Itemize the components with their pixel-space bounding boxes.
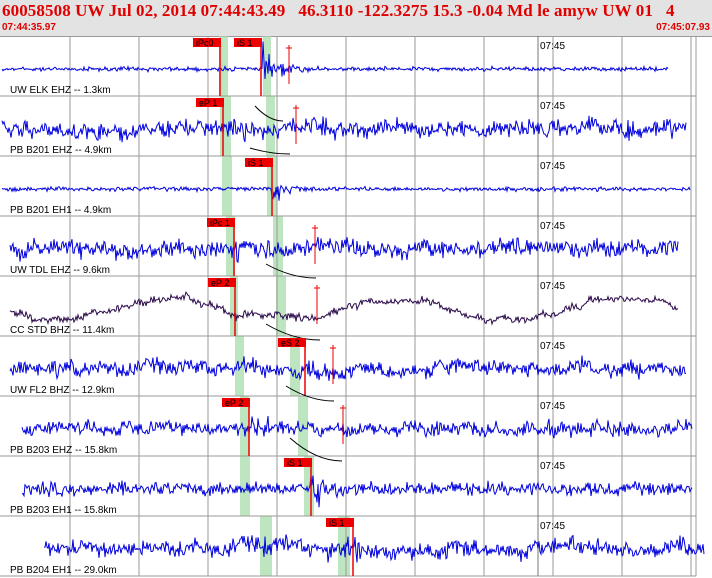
waveform-trace <box>43 534 705 563</box>
pick-label: eP 2 <box>211 278 229 288</box>
theoretical-arrival-curve <box>285 385 335 402</box>
pick-window <box>266 96 275 156</box>
pick-marker[interactable] <box>234 38 262 47</box>
minute-label: 07:45 <box>540 161 565 172</box>
station-label: PB B204 EH1 -- 29.0km <box>10 565 117 576</box>
pick-window <box>276 276 286 336</box>
station-label: PB B203 EHZ -- 15.8km <box>10 445 117 456</box>
station-label: PB B203 EH1 -- 15.8km <box>10 505 117 516</box>
minute-label: 07:45 <box>540 221 565 232</box>
station-label: UW TDL EHZ -- 9.6km <box>10 265 110 276</box>
waveform-trace <box>1 115 687 143</box>
waveform-trace <box>9 237 679 264</box>
waveform-trace <box>9 291 679 326</box>
pick-label: iPc 1 <box>210 218 230 228</box>
station-label: UW FL2 BHZ -- 12.9km <box>10 385 114 396</box>
pick-marker[interactable] <box>278 338 306 347</box>
pick-window <box>304 456 314 516</box>
station-label: CC STD BHZ -- 11.4km <box>10 325 114 336</box>
waveform-trace <box>21 415 693 439</box>
window-start-time: 07:44:35.97 <box>2 22 56 33</box>
pick-label: eS 2 <box>281 338 300 348</box>
pick-label: eP 1 <box>199 98 217 108</box>
pick-window <box>222 156 232 216</box>
pick-window <box>240 456 250 516</box>
theoretical-arrival-curve <box>289 437 343 462</box>
pick-window <box>290 336 300 396</box>
pick-window <box>240 396 249 456</box>
station-label: UW ELK EHZ -- 1.3km <box>10 85 111 96</box>
waveform-trace <box>1 184 691 201</box>
minute-label: 07:45 <box>540 341 565 352</box>
minute-label: 07:45 <box>540 41 565 52</box>
pick-marker[interactable] <box>326 518 354 527</box>
pick-marker[interactable] <box>196 98 224 107</box>
pick-label: iS 1 <box>248 158 264 168</box>
event-title: 60058508 UW Jul 02, 2014 07:44:43.49 46.… <box>2 1 675 20</box>
station-label: PB B201 EH1 -- 4.9km <box>10 205 111 216</box>
theoretical-arrival-curve <box>249 147 291 155</box>
pick-label: iS 1 <box>237 38 253 48</box>
minute-label: 07:45 <box>540 401 565 412</box>
window-end-time: 07:45:07.93 <box>656 22 710 33</box>
pick-label: iS 1 <box>287 458 303 468</box>
pick-window <box>235 336 244 396</box>
pick-window <box>230 276 238 336</box>
theoretical-arrival-curve <box>265 263 317 279</box>
pick-marker[interactable] <box>193 38 221 47</box>
station-label: PB B201 EHZ -- 4.9km <box>10 145 112 156</box>
waveform-trace <box>1 41 669 80</box>
pick-marker[interactable] <box>208 278 236 287</box>
pick-label: iS 1 <box>329 518 345 528</box>
seismogram-plot[interactable]: iPc0 iS 1 07:45 UW ELK EHZ -- 1.3km eP 1 07:4… <box>0 36 712 578</box>
pick-label: eP 2 <box>225 398 243 408</box>
minute-label: 07:45 <box>540 521 565 532</box>
pick-marker[interactable] <box>207 218 235 227</box>
theoretical-arrival-curve <box>265 323 321 341</box>
pick-window <box>219 36 228 96</box>
minute-label: 07:45 <box>540 461 565 472</box>
pick-marker[interactable] <box>222 398 250 407</box>
minute-label: 07:45 <box>540 101 565 112</box>
pick-marker[interactable] <box>284 458 312 467</box>
theoretical-arrival-curve <box>254 105 284 122</box>
pick-marker[interactable] <box>245 158 273 167</box>
minute-label: 07:45 <box>540 281 565 292</box>
event-header: 60058508 UW Jul 02, 2014 07:44:43.49 46.… <box>0 0 712 37</box>
pick-label: iPc0 <box>196 38 214 48</box>
waveform-trace <box>21 475 693 508</box>
waveform-trace <box>9 355 687 381</box>
